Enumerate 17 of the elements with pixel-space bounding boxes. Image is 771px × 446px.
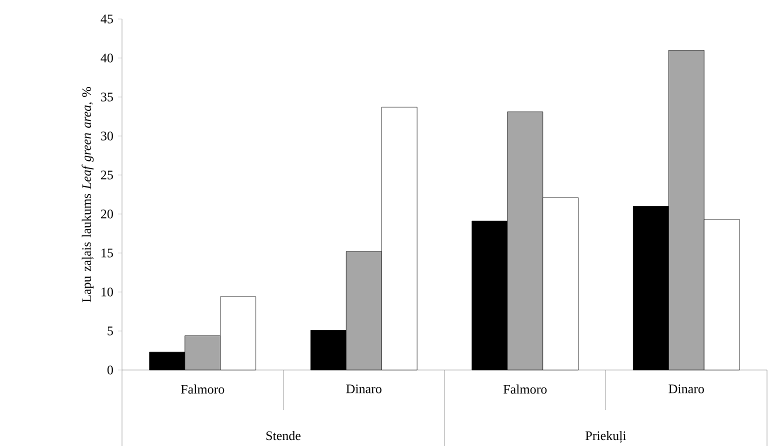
y-tick-label: 45	[100, 14, 113, 24]
y-tick-label: 10	[102, 288, 113, 296]
y-axis-title: Lapu zaļais laukums Leaf green area, %	[82, 86, 94, 302]
x-tick-label: Dinaro	[668, 384, 704, 394]
y-tick-label: 15	[102, 248, 113, 258]
x-tick-label: Falmoro	[503, 384, 547, 394]
y-tick-label: 35	[101, 92, 113, 102]
y-tick-label: 25	[101, 170, 113, 180]
y-tick-label: 40	[100, 54, 113, 62]
x-tick-label: Dinaro	[346, 384, 382, 394]
y-tick-label: 0	[107, 366, 113, 374]
y-tick-label: 20	[101, 210, 113, 218]
y-tick-label: 30	[101, 132, 113, 140]
x-tick-label: Falmoro	[180, 384, 224, 394]
y-tick-label: 5	[108, 326, 113, 336]
text: Priekuļi	[586, 430, 626, 443]
text: Stende	[266, 430, 300, 440]
